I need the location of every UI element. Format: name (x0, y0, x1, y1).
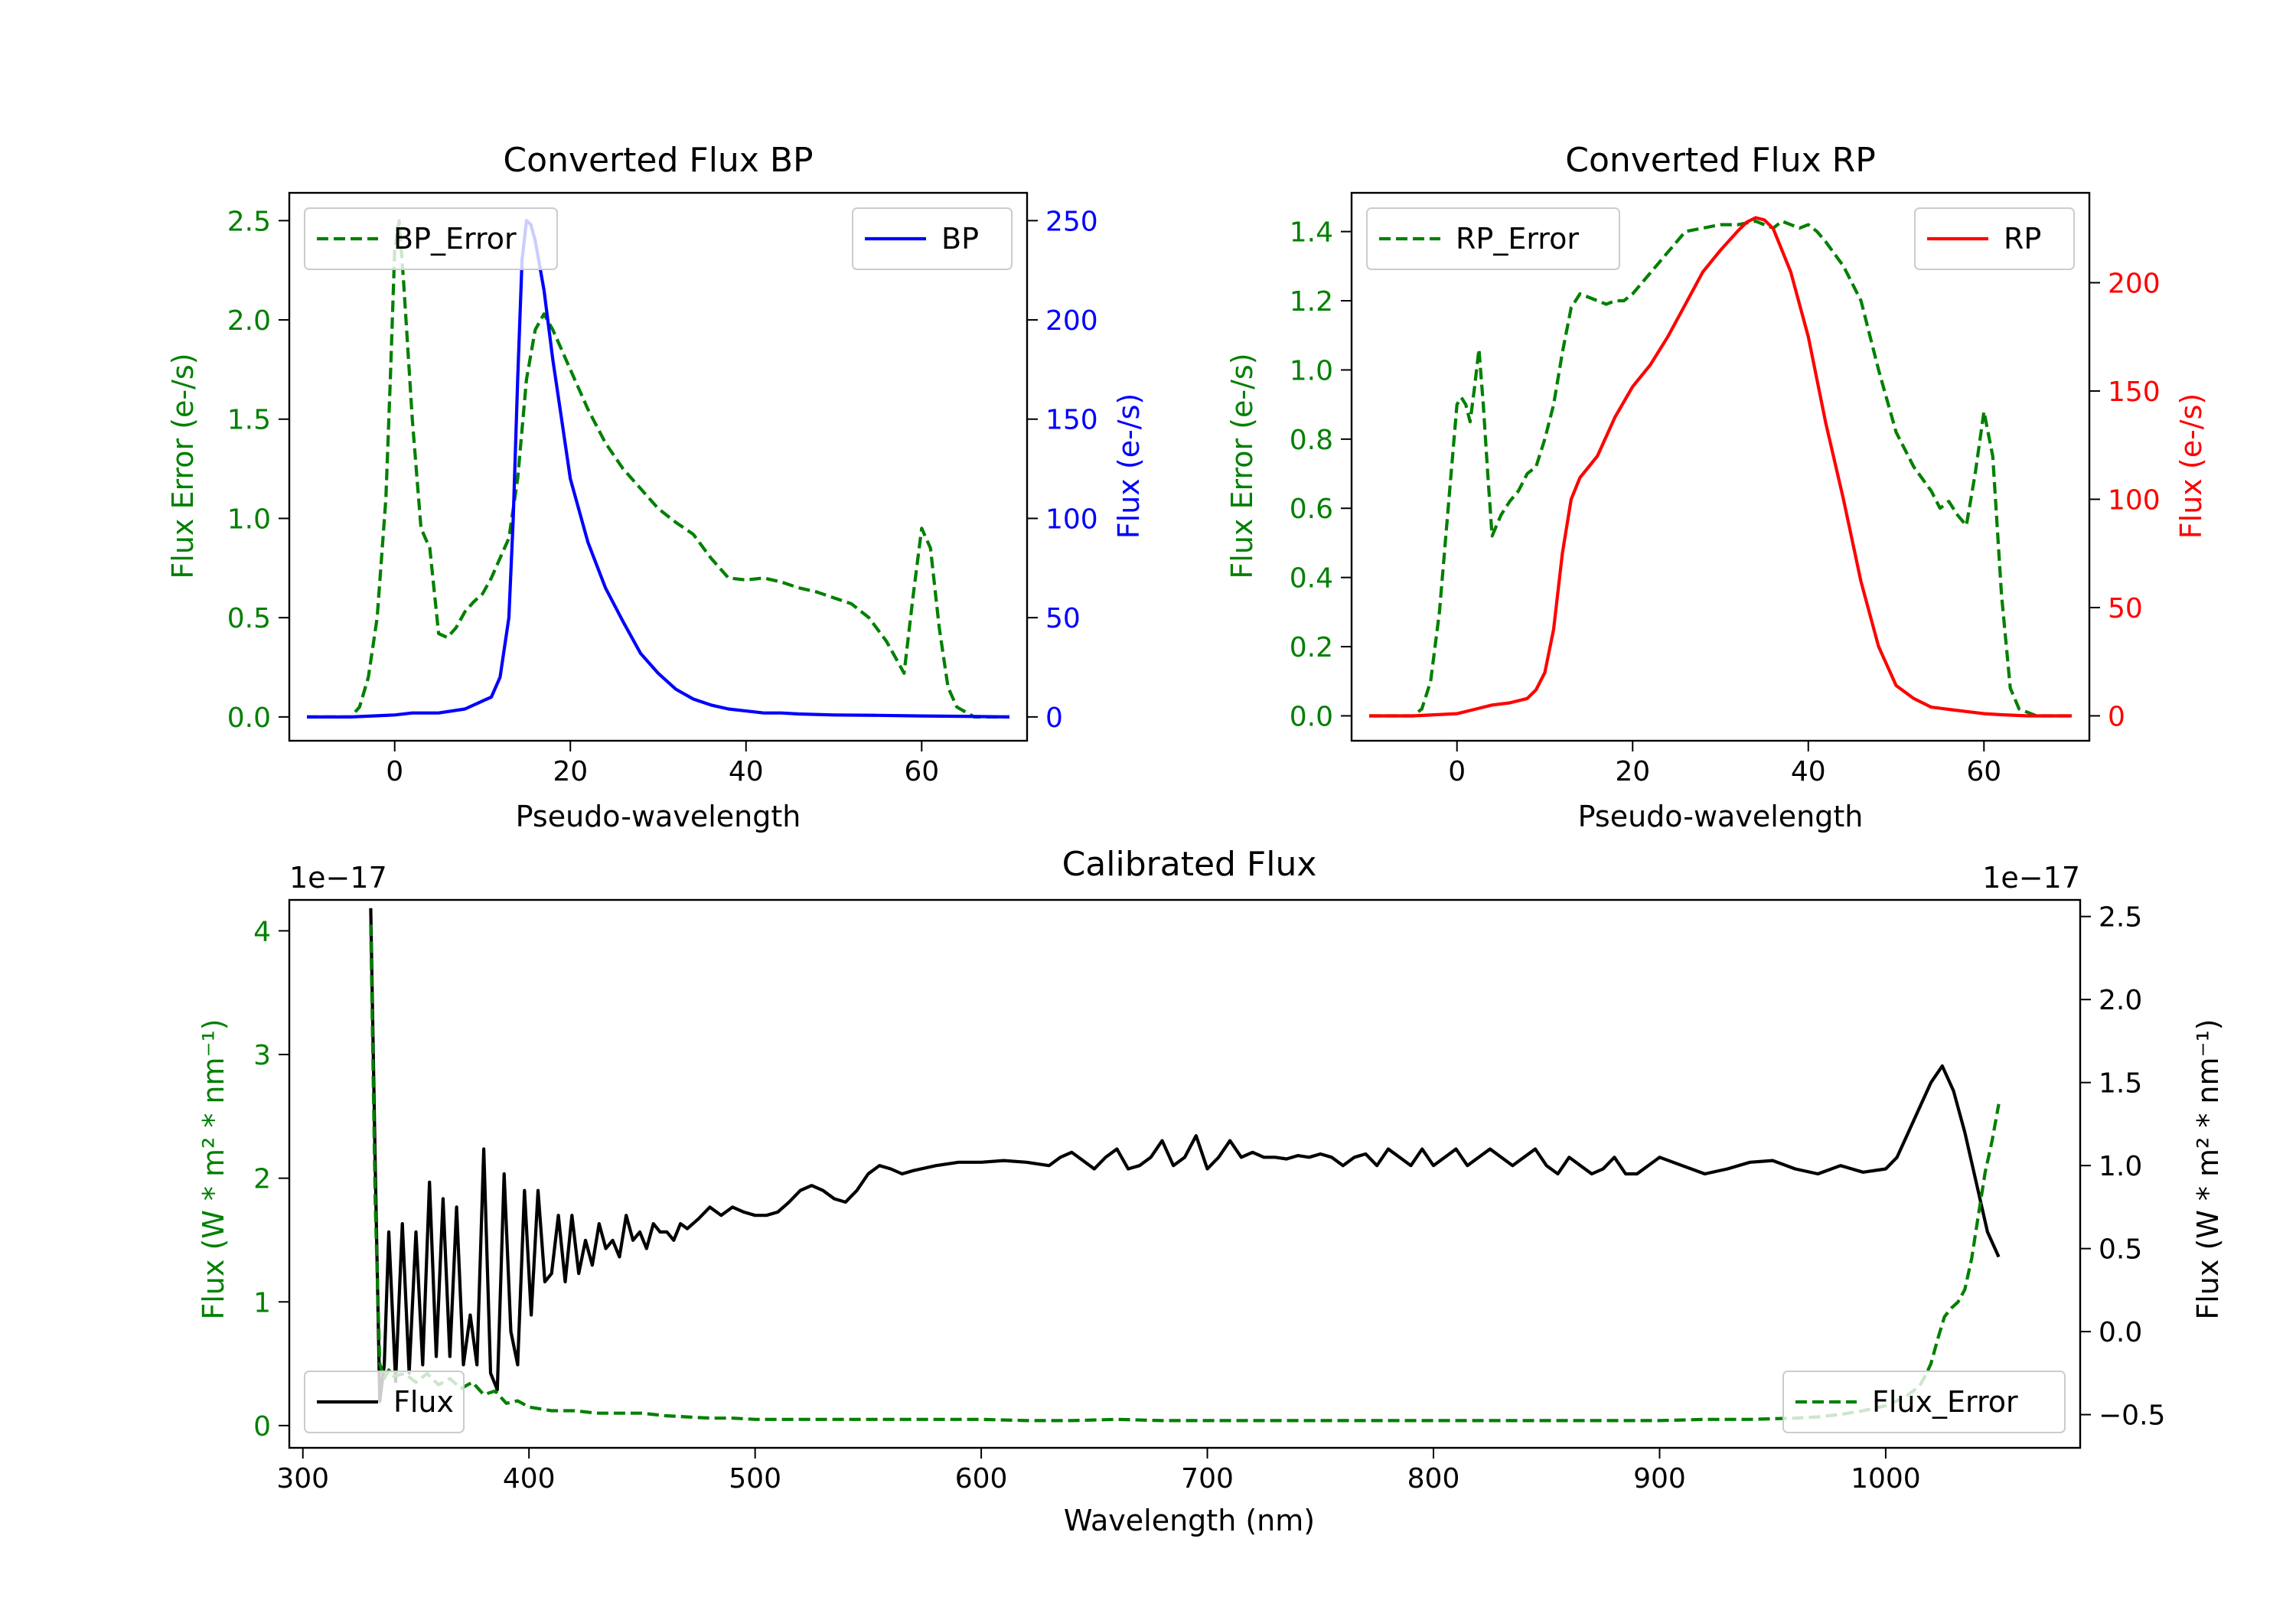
calibrated-xtick-label: 700 (1181, 1463, 1234, 1495)
rp-series-rp-error-line (1369, 220, 2072, 718)
calibrated-xlabel: Wavelength (nm) (1064, 1504, 1315, 1537)
bp-ytick-right-label: 250 (1045, 206, 1098, 237)
bp-ytick-left-label: 0.0 (227, 702, 271, 734)
calibrated-series-flux-error-line (369, 924, 2001, 1423)
rp-xlabel: Pseudo-wavelength (1578, 800, 1864, 833)
calibrated-legend-label: Flux (393, 1385, 454, 1419)
bp-ytick-left-label: 1.0 (227, 504, 271, 535)
rp-xtick-label: 60 (1966, 756, 2001, 787)
bp-legend-bp-error: BP_Error (304, 207, 558, 270)
calibrated-xtick-label: 1000 (1851, 1463, 1921, 1495)
calibrated-xtick-label: 900 (1633, 1463, 1686, 1495)
bp-ytick-right-label: 200 (1045, 305, 1098, 337)
calibrated-offset-left: 1e−17 (289, 861, 387, 895)
calibrated-ytick-right-label: 0.5 (2099, 1234, 2142, 1266)
calibrated-ytick-right-label: 2.0 (2099, 985, 2142, 1016)
rp-ytick-left-label: 1.0 (1290, 355, 1333, 386)
rp-ytick-left-label: 1.4 (1290, 217, 1333, 249)
calibrated-ytick-left-label: 4 (253, 916, 271, 947)
calibrated-ytick-left-label: 1 (253, 1287, 271, 1319)
rp-ytick-right-label: 100 (2108, 484, 2161, 516)
rp-ytick-right-label: 0 (2108, 701, 2125, 732)
bp-ytick-left-label: 2.0 (227, 305, 271, 337)
bp-ytick-left-label: 2.5 (227, 206, 271, 237)
calibrated-ytick-left-label: 2 (253, 1164, 271, 1195)
bp-panel: Converted Flux BP Pseudo-wavelength Flux… (166, 141, 1146, 833)
calibrated-ytick-right-label: 1.0 (2099, 1151, 2142, 1182)
bp-ytick-right-label: 100 (1045, 504, 1098, 535)
rp-legend-label: RP_Error (1456, 222, 1579, 256)
calibrated-legend-flux: Flux (304, 1371, 465, 1433)
calibrated-plot-frame (288, 898, 2082, 1449)
rp-plot-frame (1350, 191, 2091, 742)
bp-ytick-right-label: 50 (1045, 603, 1081, 634)
calibrated-ytick-right-label: −0.5 (2099, 1400, 2165, 1432)
calibrated-legend-flux-error: Flux_Error (1782, 1371, 2066, 1433)
bp-series-bp-line (307, 219, 1010, 719)
bp-ytick-right-label: 0 (1045, 702, 1063, 734)
calibrated-ytick-right-label: 0.0 (2099, 1317, 2142, 1348)
calibrated-panel: Calibrated Flux Wavelength (nm) Flux (W … (197, 845, 2225, 1537)
rp-ytick-left-label: 0.6 (1290, 494, 1333, 525)
calibrated-offset-right: 1e−17 (1982, 861, 2080, 895)
bp-legend-label: BP (941, 222, 979, 256)
bp-ylabel-right: Flux (e-/s) (1112, 393, 1146, 539)
calibrated-xtick-label: 300 (276, 1463, 329, 1495)
bp-xlabel: Pseudo-wavelength (516, 800, 801, 833)
rp-ytick-left-label: 0.0 (1290, 701, 1333, 732)
rp-ylabel-right: Flux (e-/s) (2174, 393, 2208, 539)
bp-legend-bp: BP (852, 207, 1013, 270)
rp-ytick-right-label: 50 (2108, 593, 2143, 624)
rp-title: Converted Flux RP (1565, 141, 1876, 180)
calibrated-ylabel-left: Flux (W * m² * nm⁻¹) (197, 1019, 230, 1319)
calibrated-ytick-right-label: 1.5 (2099, 1068, 2142, 1100)
bp-xtick-label: 60 (904, 756, 939, 787)
calibrated-ytick-left-label: 3 (253, 1040, 271, 1071)
calibrated-xtick-label: 400 (503, 1463, 556, 1495)
bp-ytick-right-label: 150 (1045, 405, 1098, 436)
rp-legend-label: RP (2004, 222, 2041, 256)
bp-title: Converted Flux BP (503, 141, 813, 180)
calibrated-legend-label: Flux_Error (1872, 1385, 2018, 1419)
rp-ytick-right-label: 150 (2108, 376, 2161, 408)
rp-xtick-label: 40 (1791, 756, 1826, 787)
calibrated-xtick-label: 600 (955, 1463, 1008, 1495)
calibrated-ytick-right-label: 2.5 (2099, 902, 2142, 934)
calibrated-series-flux-line (369, 908, 2001, 1403)
bp-ytick-left-label: 1.5 (227, 405, 271, 436)
bp-series-bp-error-line (307, 219, 1009, 719)
rp-ytick-left-label: 0.2 (1290, 632, 1333, 663)
bp-legend-label: BP_Error (393, 222, 517, 256)
rp-series-rp-line (1369, 216, 2072, 718)
bp-ylabel-left: Flux Error (e-/s) (166, 353, 200, 579)
rp-ytick-left-label: 1.2 (1290, 286, 1333, 318)
bp-xtick-label: 0 (386, 756, 403, 787)
calibrated-ylabel-right: Flux (W * m² * nm⁻¹) (2191, 1019, 2225, 1319)
calibrated-xtick-label: 800 (1407, 1463, 1460, 1495)
bp-xtick-label: 40 (729, 756, 764, 787)
bp-xtick-label: 20 (553, 756, 588, 787)
rp-legend-rp: RP (1914, 207, 2075, 270)
rp-panel: Converted Flux RP Pseudo-wavelength Flux… (1225, 141, 2208, 833)
calibrated-ytick-left-label: 0 (253, 1411, 271, 1442)
rp-xtick-label: 20 (1615, 756, 1650, 787)
bp-plot-frame (288, 191, 1029, 742)
rp-ytick-left-label: 0.4 (1290, 563, 1333, 595)
calibrated-title: Calibrated Flux (1062, 845, 1317, 884)
bp-ytick-left-label: 0.5 (227, 603, 271, 634)
rp-xtick-label: 0 (1448, 756, 1466, 787)
rp-ytick-left-label: 0.8 (1290, 425, 1333, 456)
rp-ylabel-left: Flux Error (e-/s) (1225, 353, 1259, 579)
calibrated-xtick-label: 500 (729, 1463, 781, 1495)
rp-legend-rp-error: RP_Error (1366, 207, 1620, 270)
rp-ytick-right-label: 200 (2108, 268, 2161, 299)
